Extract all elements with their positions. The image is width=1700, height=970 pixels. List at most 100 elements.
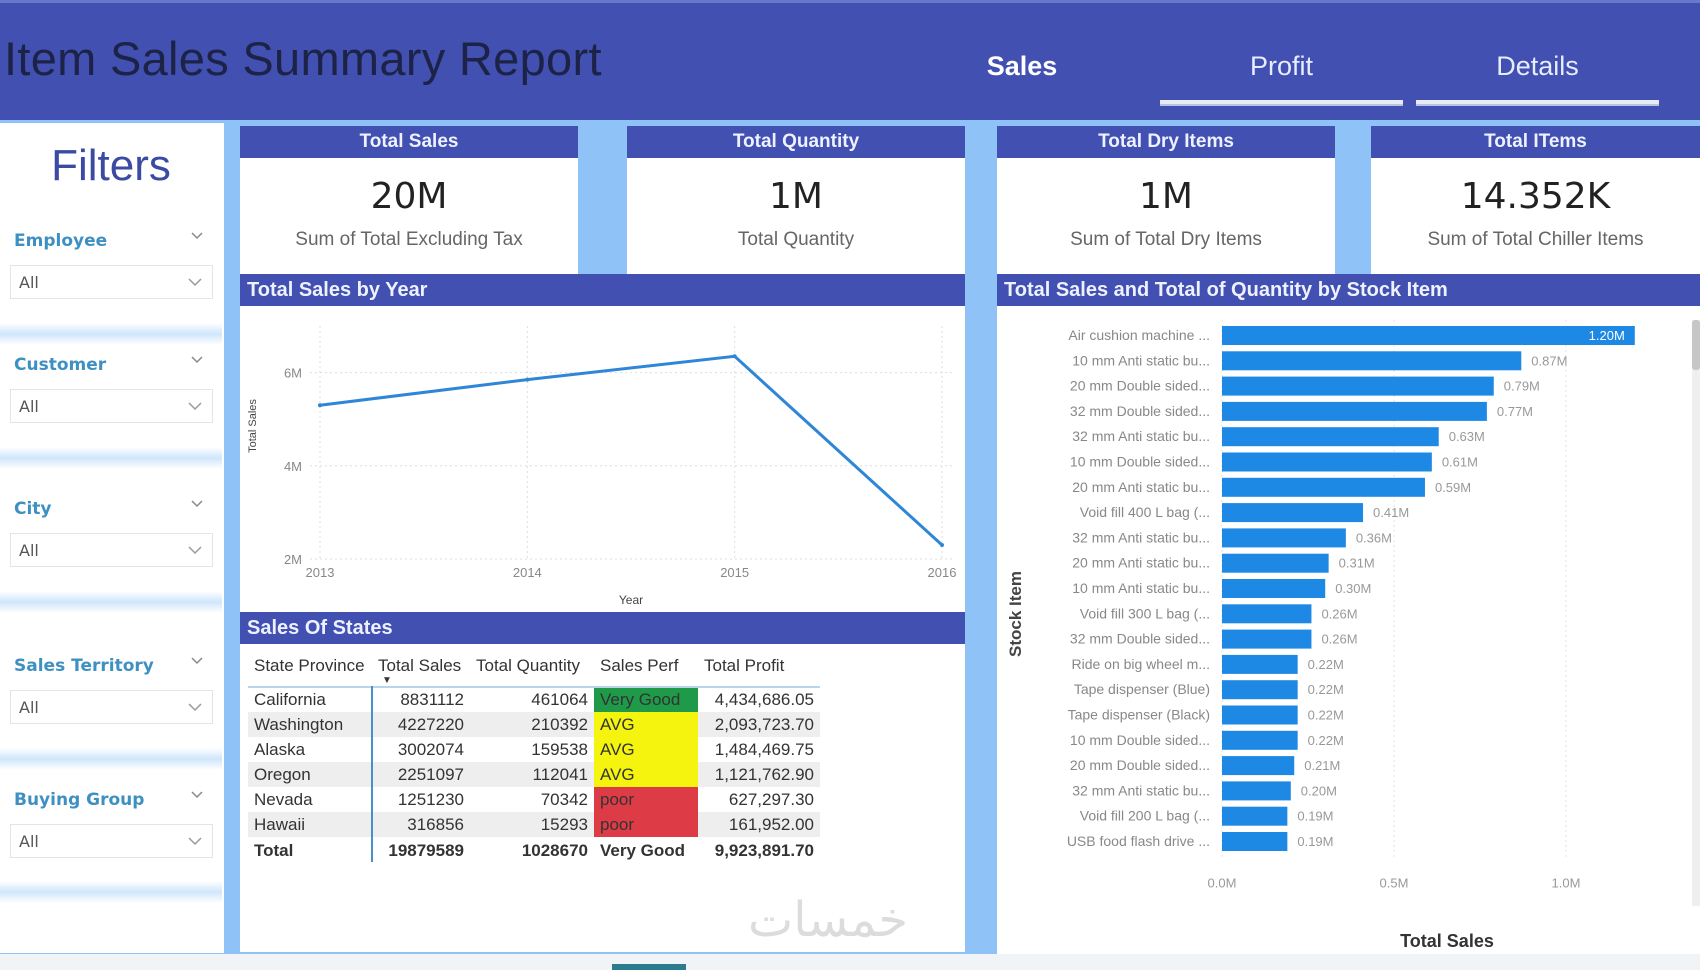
cell-total-quantity: 1028670	[470, 837, 594, 862]
bar[interactable]	[1222, 680, 1298, 700]
table-row[interactable]: Alaska 3002074 159538 AVG 1,484,469.75	[248, 737, 820, 762]
collapse-chevron-icon[interactable]	[190, 497, 204, 511]
x-tick-label: 2014	[513, 565, 542, 580]
cell-state: California	[248, 687, 373, 712]
column-header-label: Total Sales	[378, 656, 462, 675]
table-row[interactable]: Hawaii 316856 15293 poor 161,952.00	[248, 812, 820, 837]
table-row[interactable]: Oregon 2251097 112041 AVG 1,121,762.90	[248, 762, 820, 787]
kpi-value: 1M	[1139, 176, 1193, 217]
category-label: 32 mm Anti static bu...	[1072, 529, 1210, 545]
bar[interactable]	[1222, 376, 1494, 396]
collapse-chevron-icon[interactable]	[190, 654, 204, 668]
tab-sales[interactable]: Sales	[986, 51, 1058, 81]
series-line-total-sales[interactable]	[319, 354, 944, 547]
data-point[interactable]	[318, 403, 322, 408]
bar[interactable]	[1222, 528, 1346, 548]
category-label: 32 mm Anti static bu...	[1072, 428, 1210, 444]
data-label: 0.87M	[1531, 353, 1567, 368]
kpi-title: Total Dry Items	[997, 126, 1335, 158]
cell-total-sales: 4227220	[372, 712, 470, 737]
divider	[0, 323, 222, 345]
chevron-down-icon	[188, 837, 202, 846]
y-tick-label: 4M	[284, 459, 302, 474]
scrollbar-thumb[interactable]	[1692, 320, 1700, 370]
data-point[interactable]	[732, 354, 737, 359]
column-header-sales-perf[interactable]: Sales Perf	[600, 656, 679, 675]
table-row[interactable]: Nevada 1251230 70342 poor 627,297.30	[248, 787, 820, 812]
bar[interactable]	[1222, 705, 1298, 725]
bar[interactable]	[1222, 503, 1364, 523]
buying-group-dropdown[interactable]: All	[10, 824, 213, 858]
slicer-label: Buying Group	[14, 790, 145, 810]
bar[interactable]	[1222, 452, 1432, 472]
column-header-total-sales[interactable]: Total Sales ▼	[372, 650, 470, 687]
bar[interactable]	[1222, 654, 1298, 674]
category-label: 10 mm Anti static bu...	[1072, 580, 1210, 596]
bar[interactable]	[1222, 579, 1326, 598]
bar[interactable]	[1222, 730, 1298, 750]
bar[interactable]	[1222, 477, 1425, 497]
x-tick-label: 2016	[928, 565, 957, 580]
bar[interactable]	[1222, 427, 1439, 447]
column-header-total-quantity[interactable]: Total Quantity	[476, 656, 580, 675]
category-label: 20 mm Anti static bu...	[1072, 555, 1210, 571]
divider	[0, 591, 222, 613]
slicer-customer: Customer All	[0, 349, 222, 449]
kpi-title: Total ITems	[1371, 126, 1700, 158]
table-row[interactable]: Washington 4227220 210392 AVG 2,093,723.70	[248, 712, 820, 737]
cell-sales-perf: AVG	[594, 762, 698, 787]
report-title: Item Sales Summary Report	[4, 32, 602, 85]
bar[interactable]	[1222, 553, 1329, 573]
bar[interactable]	[1222, 629, 1312, 649]
cell-sales-perf: AVG	[594, 712, 698, 737]
kpi-value: 14.352K	[1460, 176, 1611, 217]
bar[interactable]	[1222, 326, 1635, 345]
sort-descending-icon: ▼	[382, 675, 392, 686]
bar[interactable]	[1222, 351, 1522, 371]
collapse-chevron-icon[interactable]	[190, 353, 204, 367]
data-label: 0.21M	[1304, 758, 1340, 773]
chevron-down-icon	[188, 402, 202, 411]
x-tick-label: 2013	[306, 565, 335, 580]
bar[interactable]	[1222, 756, 1295, 776]
data-point[interactable]	[940, 543, 944, 548]
category-label: 10 mm Double sided...	[1070, 732, 1210, 748]
x-tick-label: 2015	[720, 565, 749, 580]
kpi-title: Total Sales	[240, 126, 578, 158]
kpi-title: Total Quantity	[627, 126, 965, 158]
dropdown-value: All	[19, 698, 39, 717]
data-point[interactable]	[525, 377, 530, 382]
column-header-state[interactable]: State Province	[254, 656, 365, 675]
cell-total-sales: 316856	[372, 812, 470, 837]
bar[interactable]	[1222, 604, 1312, 624]
collapse-chevron-icon[interactable]	[190, 788, 204, 802]
cell-sales-perf: Very Good	[594, 837, 698, 862]
bar[interactable]	[1222, 832, 1288, 851]
category-label: Void fill 400 L bag (...	[1080, 504, 1210, 520]
customer-dropdown[interactable]: All	[10, 389, 213, 423]
chevron-down-icon	[188, 703, 202, 712]
data-label: 0.22M	[1308, 733, 1344, 748]
bar[interactable]	[1222, 806, 1288, 826]
tab-details[interactable]: Details	[1496, 51, 1579, 81]
cell-sales-perf: Very Good	[594, 687, 698, 712]
vertical-scrollbar[interactable]	[1692, 320, 1700, 906]
bar[interactable]	[1222, 781, 1291, 801]
kpi-card-total-sales: Total Sales 20M Sum of Total Excluding T…	[240, 126, 578, 274]
data-label: 0.59M	[1435, 480, 1471, 495]
collapse-chevron-icon[interactable]	[190, 229, 204, 243]
data-label: 0.77M	[1497, 404, 1533, 419]
sales-territory-dropdown[interactable]: All	[10, 690, 213, 724]
data-label: 1.20M	[1589, 328, 1625, 343]
table-row[interactable]: California 8831112 461064 Very Good 4,434,68…	[248, 687, 820, 712]
tab-profit[interactable]: Profit	[1249, 51, 1314, 81]
category-label: 32 mm Double sided...	[1070, 631, 1210, 647]
column-header-total-profit[interactable]: Total Profit	[704, 656, 785, 675]
slicer-label: City	[14, 499, 52, 519]
report-header: Item Sales Summary Report Sales Profit D…	[0, 0, 1700, 120]
employee-dropdown[interactable]: All	[10, 265, 213, 299]
city-dropdown[interactable]: All	[10, 533, 213, 567]
data-label: 0.36M	[1356, 530, 1392, 545]
bar[interactable]	[1222, 401, 1487, 421]
active-page-indicator[interactable]	[612, 964, 686, 970]
